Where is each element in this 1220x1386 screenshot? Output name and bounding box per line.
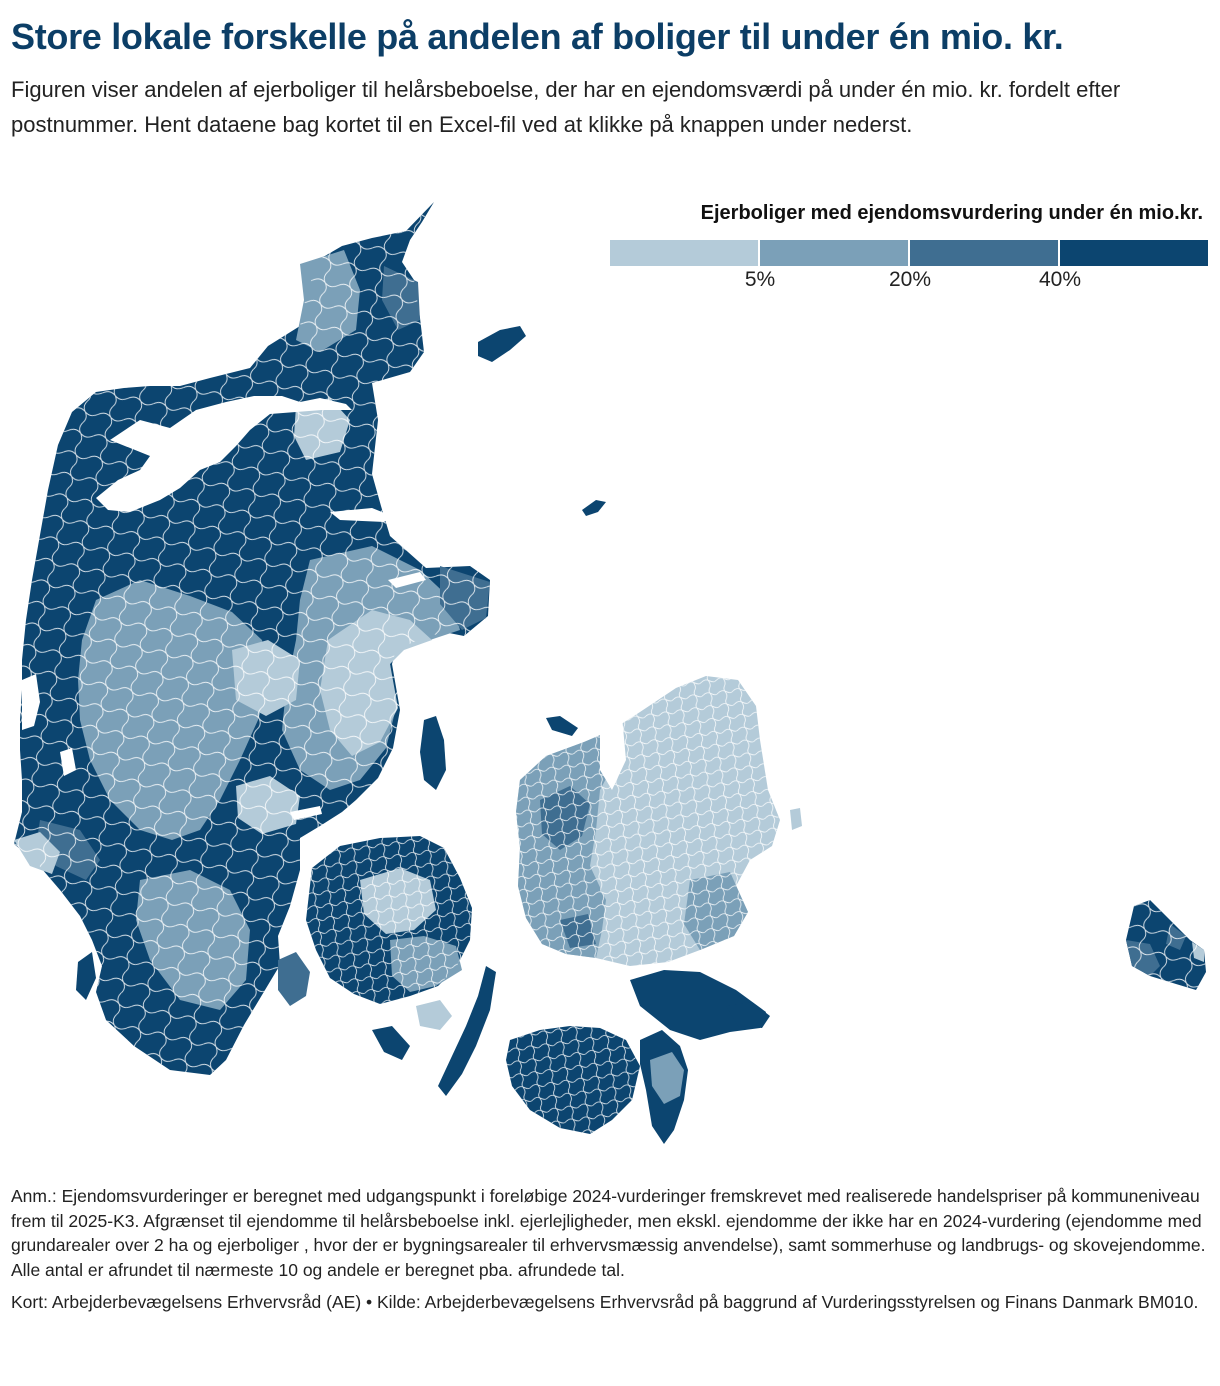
moen-island xyxy=(726,1002,770,1028)
lolland-postcode-borders xyxy=(506,1026,640,1134)
samsoe-island xyxy=(420,716,446,790)
legend-tick-40: 40% xyxy=(1038,268,1082,291)
legend-swatch-5-20 xyxy=(760,240,908,266)
nissum-fjord-water xyxy=(22,674,40,730)
funen-postcode-borders xyxy=(306,836,472,1004)
southzealand-dark-coast xyxy=(630,970,766,1040)
source-note: Kort: Arbejderbevægelsens Erhvervsråd (A… xyxy=(11,1292,1199,1312)
legend-swatch-over-40 xyxy=(1060,240,1208,266)
legend: Ejerboliger med ejendomsvurdering under … xyxy=(610,200,1210,291)
region-funen xyxy=(306,836,496,1096)
sejeroe-island xyxy=(546,716,578,736)
region-zealand xyxy=(516,676,802,966)
chart-title: Store lokale forskelle på andelen af bol… xyxy=(11,16,1064,57)
laeso-island xyxy=(478,326,526,362)
randers-fjord-water xyxy=(388,572,426,588)
denmark-choropleth-map xyxy=(14,202,1206,1144)
falster-light-zone xyxy=(650,1052,684,1104)
anholt-island xyxy=(582,500,606,516)
legend-title: Ejerboliger med ejendomsvurdering under … xyxy=(700,202,1203,224)
legend-color-scale xyxy=(610,240,1208,266)
legend-tick-5: 5% xyxy=(744,268,776,291)
mariager-fjord-water xyxy=(330,508,392,522)
fanoe-island xyxy=(76,952,96,1000)
vejle-fjord-water xyxy=(290,806,322,820)
aeroe-island xyxy=(372,1026,410,1060)
amager-island xyxy=(790,808,802,830)
footnotes: Anm.: Ejendomsvurderinger er beregnet me… xyxy=(11,1184,1211,1315)
region-bornholm xyxy=(1126,900,1206,990)
isefjord-water xyxy=(600,716,626,790)
langeland-island xyxy=(438,966,496,1096)
limfjord-water xyxy=(96,396,352,512)
region-jutland xyxy=(14,202,490,1075)
region-lolland-falster-moen xyxy=(506,970,770,1144)
legend-tick-20: 20% xyxy=(888,268,932,291)
legend-swatch-20-40 xyxy=(910,240,1058,266)
legend-swatch-under-5 xyxy=(610,240,758,266)
bornholm-postcode-borders xyxy=(1126,900,1206,990)
taasinge-island xyxy=(416,1000,452,1030)
annotation-note: Anm.: Ejendomsvurderinger er beregnet me… xyxy=(11,1186,1206,1280)
ringkobing-fjord-water xyxy=(60,748,76,776)
jutland-postcode-borders xyxy=(14,202,490,1075)
alsund-als-island xyxy=(278,952,310,1006)
region-jutland-islands xyxy=(76,326,606,1006)
zealand-postcode-borders xyxy=(516,676,780,966)
chart-subtitle: Figuren viser andelen af ejerboliger til… xyxy=(11,77,1121,137)
